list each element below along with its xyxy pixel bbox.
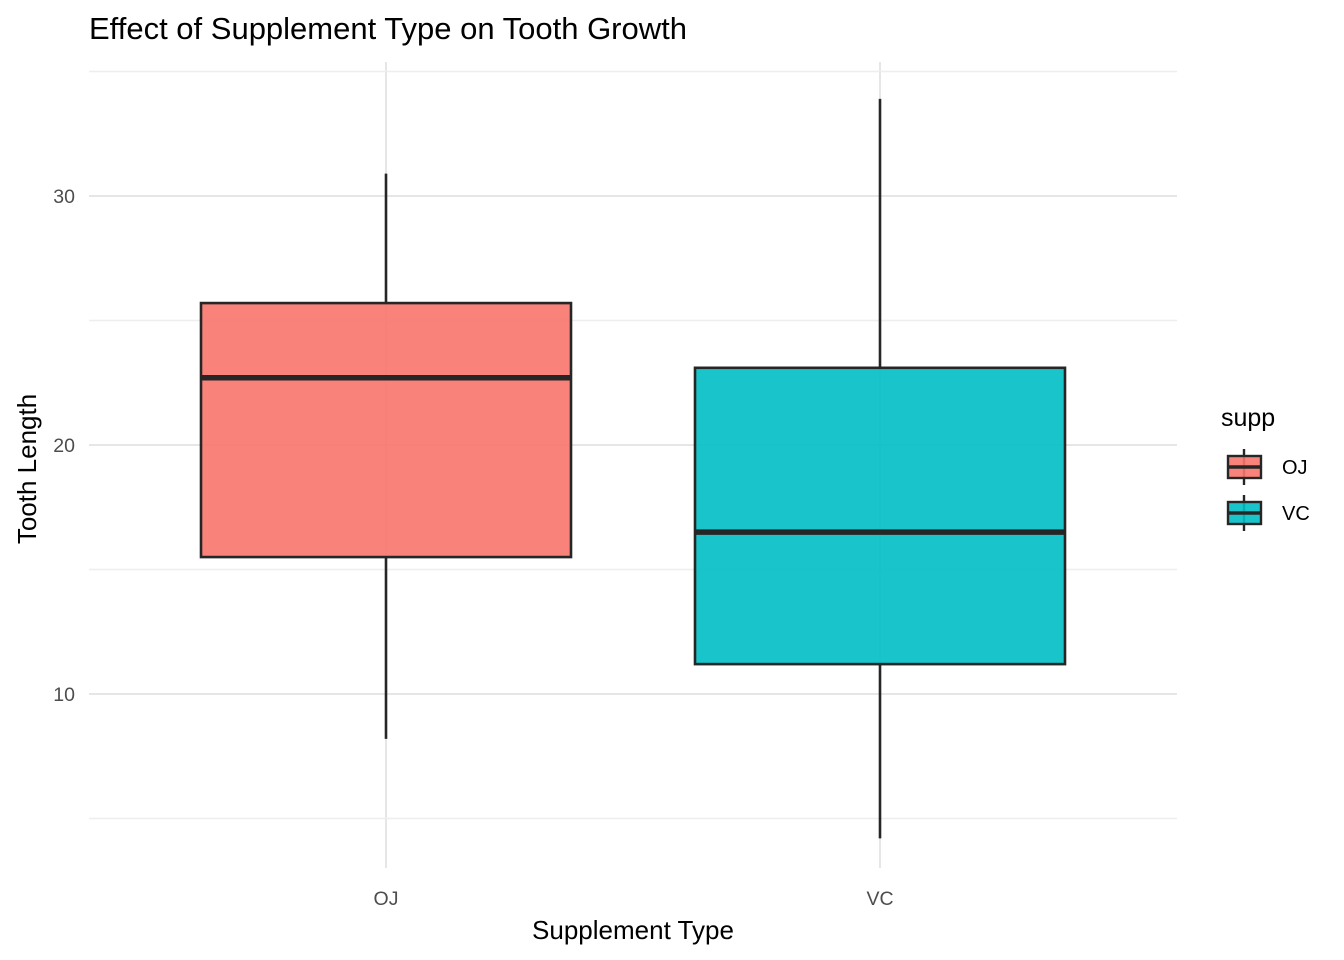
legend-item-oj: OJ [1226,449,1308,485]
iqr-box-vc [693,366,1067,666]
legend-label-vc: VC [1282,503,1310,525]
y-axis-title: Tooth Length [12,394,42,544]
legend-items: OJ VC [1226,449,1310,531]
legend-item-vc: VC [1226,495,1310,531]
legend: supp OJ VC [1221,404,1310,531]
boxes [199,98,1067,839]
x-axis-title: Supplement Type [532,915,734,945]
y-tick-label: 20 [53,435,75,457]
x-axis-ticks: OJ VC [374,888,894,910]
chart-title: Effect of Supplement Type on Tooth Growt… [89,11,687,46]
legend-title: supp [1221,404,1275,432]
x-tick-label: VC [866,888,893,910]
box-oj [199,173,573,739]
iqr-box-oj [199,301,573,559]
box-vc [693,98,1067,839]
y-axis-ticks: 10 20 30 [53,186,75,706]
x-tick-label: OJ [374,888,399,910]
y-tick-label: 30 [53,186,75,208]
y-tick-label: 10 [53,684,75,706]
legend-label-oj: OJ [1282,457,1308,479]
